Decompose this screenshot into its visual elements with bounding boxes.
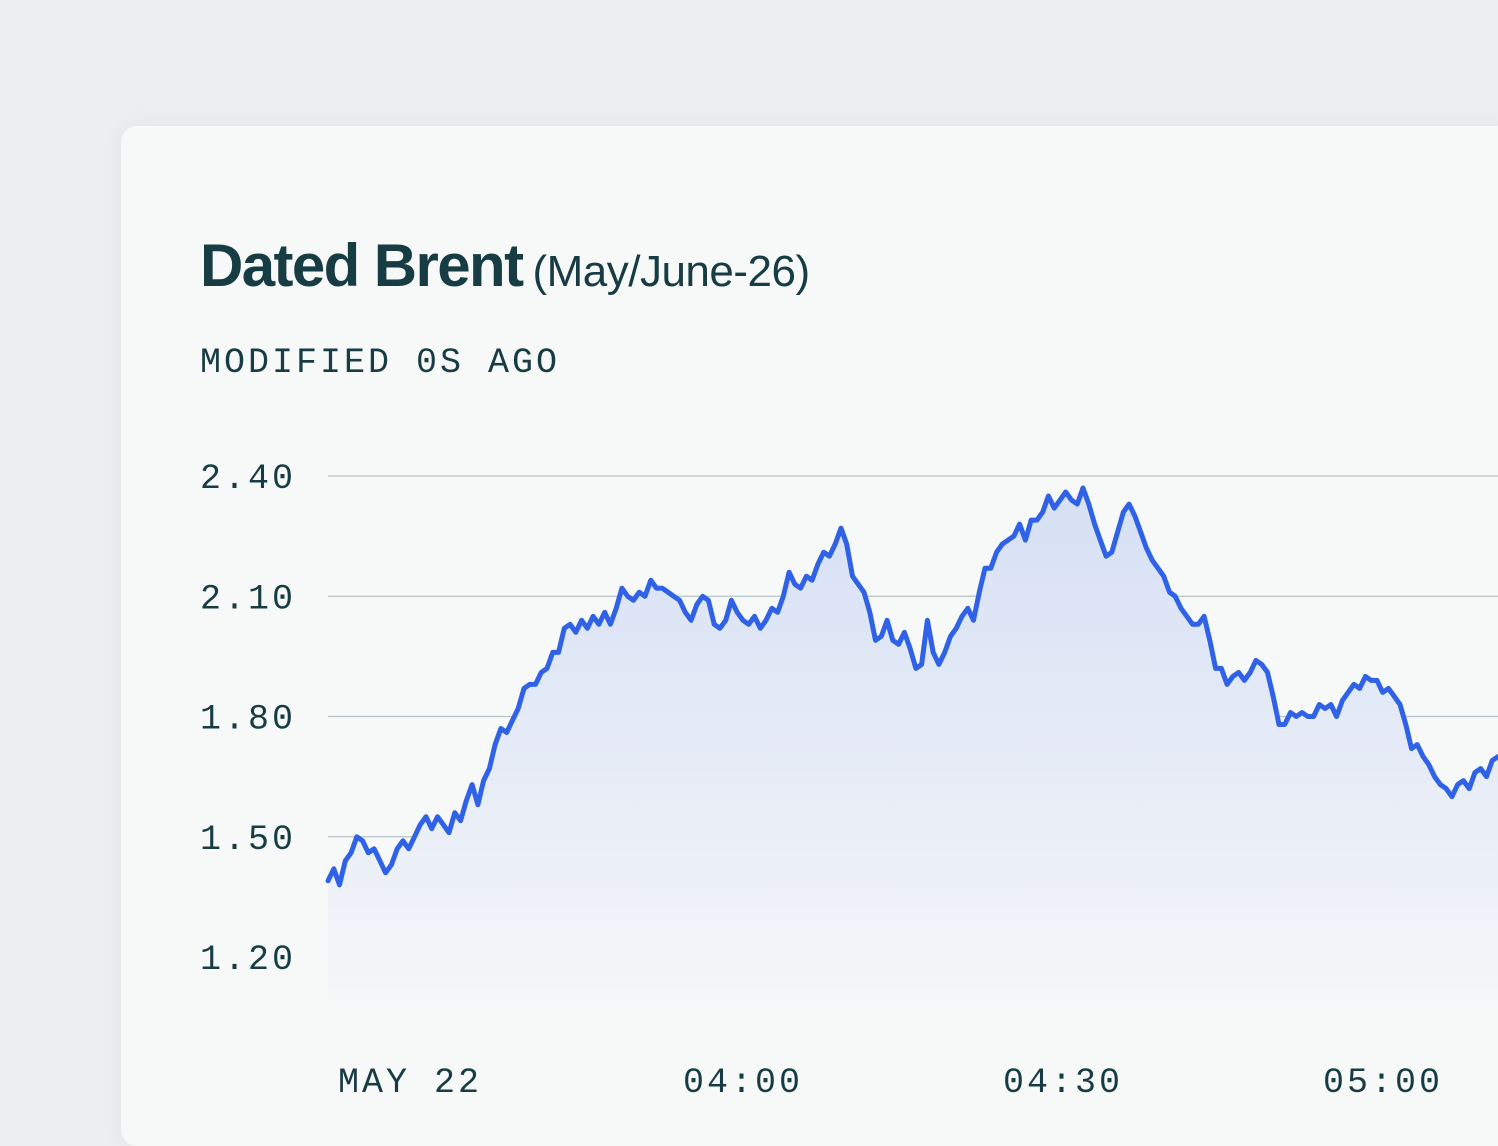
chart-title: Dated Brent (May/June-26) bbox=[200, 236, 810, 296]
series-area bbox=[328, 488, 1498, 1000]
y-tick-label: 2.10 bbox=[200, 579, 296, 619]
x-tick-label: MAY 22 bbox=[338, 1063, 482, 1103]
series-line bbox=[325, 485, 1498, 888]
title-subtitle: (May/June-26) bbox=[532, 247, 810, 296]
y-tick-label: 1.80 bbox=[200, 700, 296, 740]
x-tick-label: 04:00 bbox=[683, 1063, 803, 1103]
y-tick-label: 1.20 bbox=[200, 940, 296, 980]
y-axis-ticks: 2.40 2.10 1.80 1.50 1.20 bbox=[200, 459, 296, 980]
y-tick-label: 2.40 bbox=[200, 459, 296, 499]
x-axis-ticks: MAY 22 04:00 04:30 05:00 bbox=[338, 1063, 1443, 1103]
modified-timestamp: MODIFIED 0S AGO bbox=[200, 343, 561, 383]
price-chart: 2.40 2.10 1.80 1.50 1.20 MAY 22 04:00 04:30 05:… bbox=[200, 459, 1498, 1103]
x-tick-label: 04:30 bbox=[1003, 1063, 1123, 1103]
title-main: Dated Brent bbox=[200, 232, 524, 299]
x-tick-label: 05:00 bbox=[1323, 1063, 1443, 1103]
y-tick-label: 1.50 bbox=[200, 820, 296, 860]
